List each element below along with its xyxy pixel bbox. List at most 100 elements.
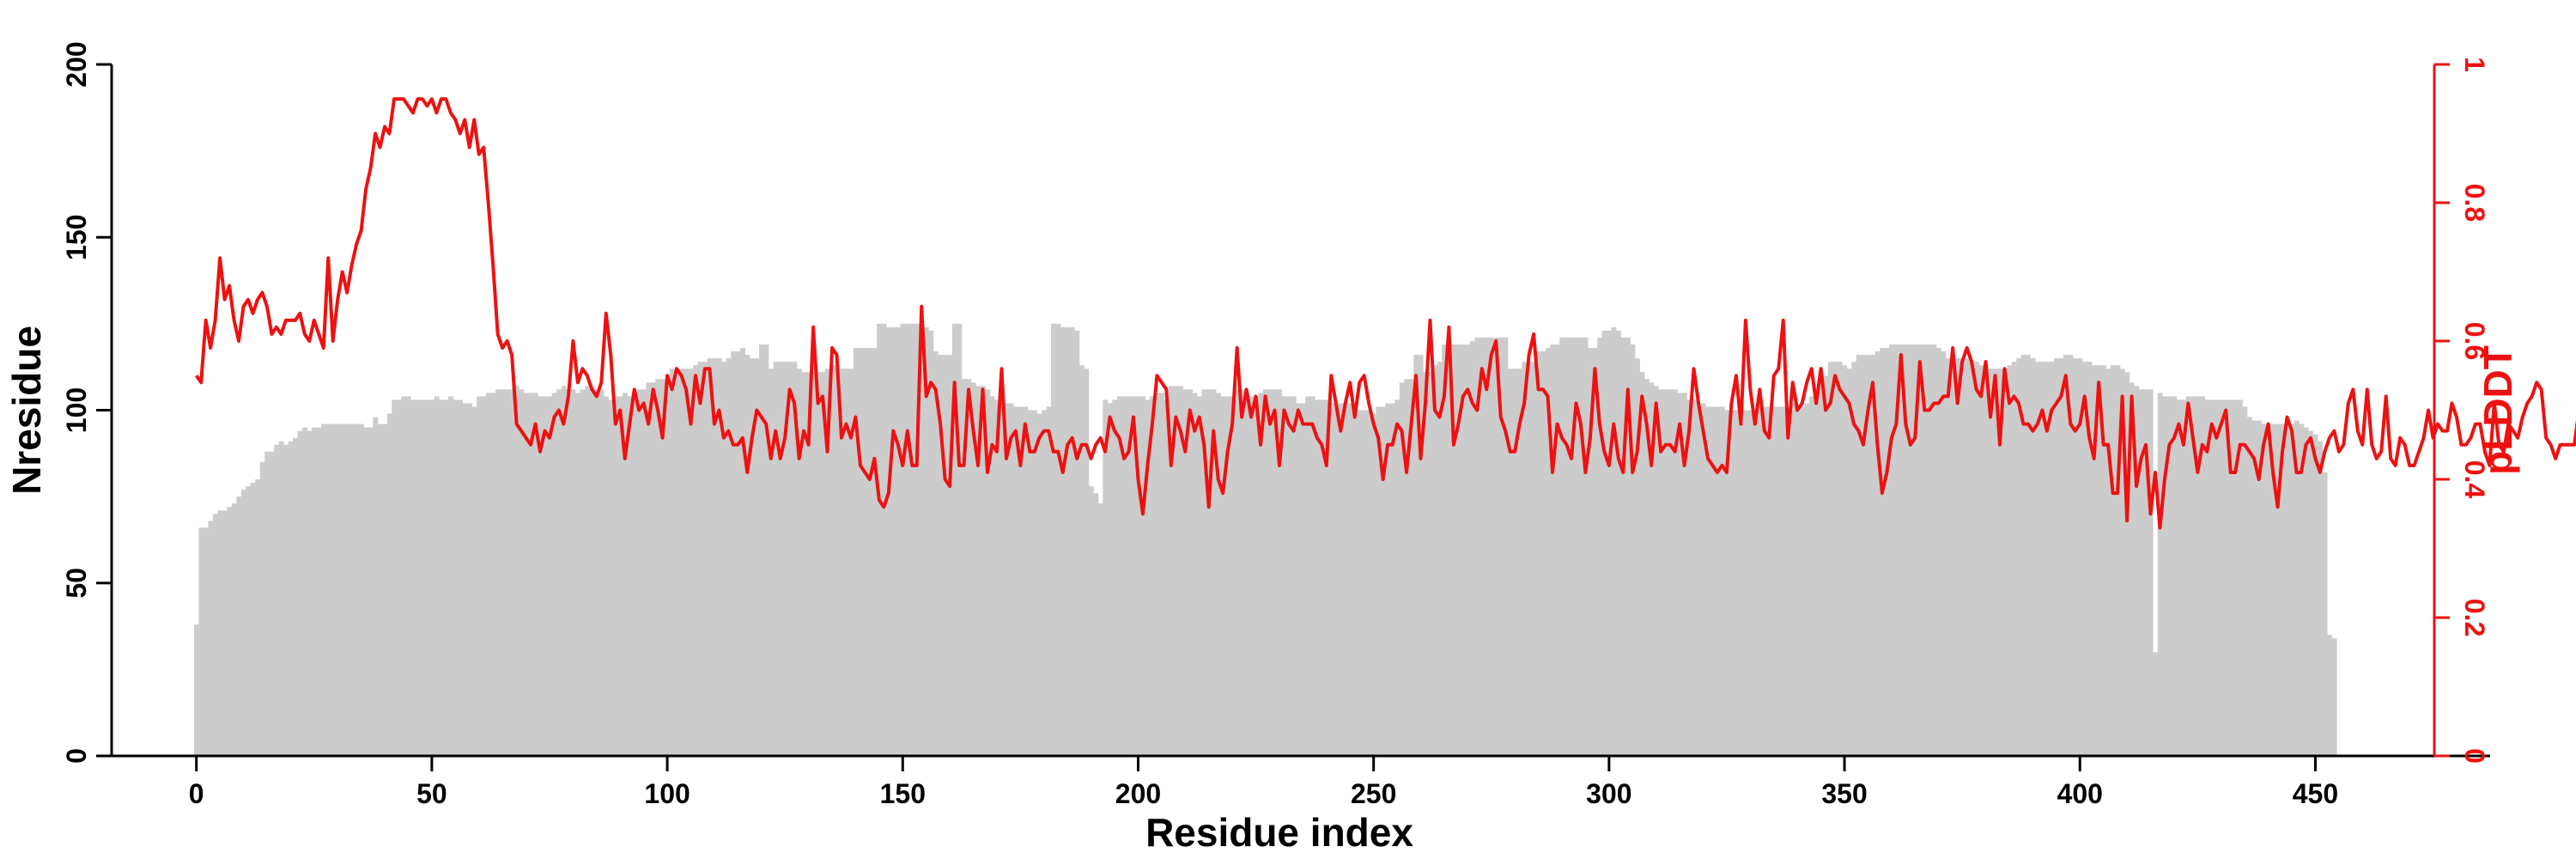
bar bbox=[1286, 396, 1292, 756]
bar bbox=[349, 423, 355, 756]
right-y-tick-label: 0.4 bbox=[2459, 460, 2490, 499]
right-y-axis-title: pLDDT bbox=[2476, 345, 2520, 475]
bar bbox=[1277, 389, 1283, 756]
bar bbox=[763, 344, 769, 756]
bar bbox=[1903, 344, 1909, 756]
bar bbox=[331, 423, 336, 756]
bar bbox=[2303, 427, 2309, 757]
bar bbox=[1474, 337, 1480, 756]
bar bbox=[354, 423, 360, 756]
bar bbox=[2331, 638, 2337, 756]
bar bbox=[2172, 396, 2178, 756]
bar bbox=[1766, 406, 1772, 756]
x-tick-label: 400 bbox=[2057, 778, 2103, 809]
x-tick-label: 150 bbox=[880, 778, 926, 809]
bar bbox=[2256, 420, 2262, 756]
bar bbox=[1484, 337, 1490, 756]
bar bbox=[1093, 493, 1099, 756]
bar bbox=[2233, 399, 2239, 756]
bar bbox=[269, 451, 275, 756]
bar bbox=[1874, 351, 1880, 756]
bar bbox=[339, 423, 345, 756]
bar bbox=[1653, 386, 1659, 756]
bar bbox=[523, 393, 529, 757]
bar bbox=[1126, 396, 1132, 756]
bar bbox=[1851, 362, 1857, 756]
bar bbox=[1188, 389, 1193, 756]
bar bbox=[938, 355, 944, 756]
bar bbox=[1607, 330, 1613, 756]
bar bbox=[1258, 393, 1264, 757]
bar bbox=[1027, 410, 1033, 756]
bar bbox=[1705, 406, 1711, 756]
bar bbox=[1644, 379, 1649, 756]
bar bbox=[1437, 362, 1443, 756]
bar bbox=[1309, 396, 1315, 756]
bar bbox=[453, 399, 459, 756]
bar bbox=[726, 358, 732, 756]
bar bbox=[2270, 423, 2276, 756]
bar bbox=[683, 369, 690, 756]
bar bbox=[448, 396, 453, 756]
bar bbox=[1936, 348, 1941, 756]
bar bbox=[1413, 355, 1419, 756]
bar bbox=[1338, 403, 1344, 756]
bar bbox=[1023, 406, 1029, 756]
bar bbox=[1461, 344, 1467, 756]
bar bbox=[1088, 486, 1094, 756]
bar bbox=[796, 369, 802, 756]
bar bbox=[1121, 396, 1127, 756]
bar bbox=[1526, 362, 1532, 756]
bar bbox=[1908, 344, 1913, 756]
bar bbox=[1757, 406, 1763, 756]
x-tick-label: 350 bbox=[1821, 778, 1867, 809]
bar bbox=[500, 389, 506, 756]
bar bbox=[631, 396, 637, 756]
bar bbox=[604, 396, 609, 756]
bar bbox=[2280, 423, 2286, 756]
bar bbox=[994, 399, 1000, 756]
right-y-tick-label: 0 bbox=[2459, 748, 2490, 764]
bar bbox=[2035, 362, 2041, 756]
bar bbox=[792, 362, 798, 756]
bar bbox=[363, 427, 369, 757]
bar bbox=[2087, 362, 2093, 756]
bar bbox=[1799, 406, 1805, 756]
bar bbox=[1366, 410, 1372, 756]
bar bbox=[636, 389, 642, 756]
bar bbox=[1112, 399, 1118, 756]
bar bbox=[1611, 326, 1617, 756]
bar bbox=[1522, 362, 1528, 756]
bar bbox=[881, 323, 887, 757]
bar bbox=[989, 396, 995, 756]
bar bbox=[769, 369, 774, 756]
bar bbox=[2143, 389, 2149, 756]
bar bbox=[1630, 344, 1636, 756]
bar bbox=[1036, 413, 1042, 756]
bar bbox=[1315, 399, 1321, 756]
bar bbox=[344, 423, 350, 756]
bar bbox=[1507, 369, 1513, 756]
bar bbox=[1498, 337, 1504, 756]
bar bbox=[2068, 355, 2074, 756]
bar bbox=[1899, 344, 1905, 756]
bar bbox=[1672, 389, 1678, 756]
bar bbox=[1686, 399, 1692, 756]
bar bbox=[2044, 362, 2050, 756]
bar bbox=[843, 369, 849, 756]
bar bbox=[2124, 372, 2130, 756]
bar bbox=[1662, 389, 1668, 756]
bar bbox=[1545, 348, 1551, 756]
bar bbox=[1116, 396, 1122, 756]
bar bbox=[1182, 389, 1188, 756]
bar bbox=[1376, 406, 1382, 756]
bar bbox=[288, 441, 294, 756]
bar bbox=[2091, 365, 2097, 756]
bar bbox=[274, 444, 280, 756]
x-tick-label: 200 bbox=[1115, 778, 1161, 809]
bar bbox=[1220, 396, 1226, 756]
bar bbox=[759, 344, 764, 756]
bar bbox=[1399, 382, 1405, 756]
bar bbox=[538, 396, 544, 756]
bar bbox=[1917, 344, 1923, 756]
